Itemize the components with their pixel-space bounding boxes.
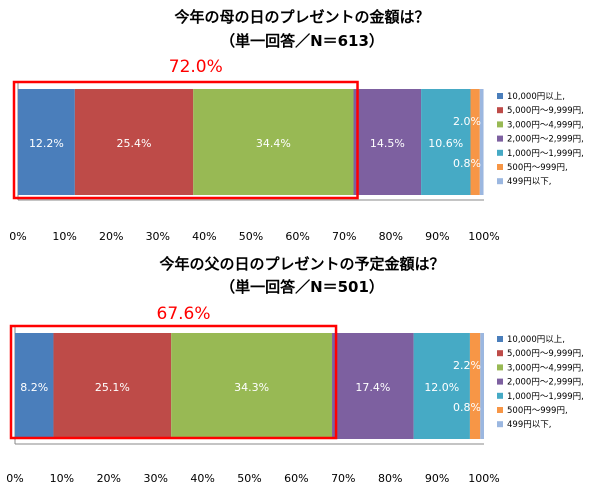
data-label: 0.8% (453, 157, 481, 170)
x-tick-label: 20% (99, 230, 123, 243)
legend-label: 1,000円～1,999円, (507, 392, 584, 402)
chart-title: 今年の母の日のプレゼントの金額は？ (173, 8, 429, 26)
legend-swatch (497, 93, 503, 99)
legend-swatch (497, 392, 503, 399)
x-tick-label: 40% (192, 230, 216, 243)
data-label: 34.3% (234, 381, 269, 394)
legend-label: 5,000円～9,999円, (507, 349, 584, 359)
highlight-box (12, 80, 359, 200)
chart-subtitle: （単一回答／N＝501） (220, 278, 384, 296)
bar-segment (480, 333, 484, 439)
bar-segment (413, 333, 470, 439)
data-label: 12.2% (29, 137, 64, 150)
legend-label: 5,000円～9,999円, (507, 106, 584, 116)
x-tick-label: 100% (468, 472, 499, 485)
x-tick-label: 0% (9, 230, 26, 243)
x-tick-label: 30% (143, 472, 167, 485)
x-tick-label: 40% (190, 472, 214, 485)
data-label: 25.4% (117, 137, 152, 150)
bar-segment (353, 89, 422, 195)
x-tick-label: 50% (239, 230, 263, 243)
bar-segment (74, 89, 194, 195)
legend-swatch (497, 149, 503, 156)
highlight-label: 67.6% (157, 304, 211, 324)
legend-label: 1,000円～1,999円, (507, 149, 584, 159)
data-label: 10.6% (428, 137, 463, 150)
legend-swatch (497, 378, 503, 385)
highlight-label: 72.0% (169, 57, 223, 77)
data-label: 2.0% (453, 115, 481, 128)
x-tick-label: 80% (378, 472, 402, 485)
legend-swatch (497, 164, 503, 170)
legend-swatch (497, 421, 503, 428)
data-label: 12.0% (424, 381, 459, 394)
legend-swatch (497, 336, 503, 342)
x-tick-label: 70% (331, 472, 355, 485)
legend-label: 499円以下, (507, 420, 551, 430)
data-label: 0.8% (453, 401, 481, 414)
legend-label: 500円～999円, (507, 163, 568, 173)
x-tick-label: 90% (425, 230, 449, 243)
x-tick-label: 50% (237, 472, 261, 485)
x-tick-label: 20% (97, 472, 121, 485)
legend-label: 3,000円～4,999円, (507, 363, 584, 373)
data-label: 17.4% (355, 381, 390, 394)
data-label: 14.5% (370, 137, 405, 150)
x-tick-label: 90% (425, 472, 449, 485)
chart-1: 今年の母の日のプレゼントの金額は？ （単一回答／N＝613） 0% 10% 20% 30%… (9, 8, 584, 243)
bar-segment (470, 89, 480, 195)
legend-label: 2,000円～2,999円, (507, 135, 584, 145)
x-tick-label: 30% (146, 230, 170, 243)
data-label: 2.2% (453, 359, 481, 372)
bar-segment (18, 89, 75, 195)
legend-label: 499円以下, (507, 177, 551, 187)
bar-segment (53, 333, 172, 439)
bar-segment (479, 89, 484, 195)
legend-swatch (497, 107, 503, 114)
x-tick-label: 60% (284, 472, 308, 485)
bar-segment (421, 89, 471, 195)
x-tick-label: 100% (468, 230, 499, 243)
chart-2: 今年の父の日のプレゼントの予定金額は？ （単一回答／N＝501） 0% 10% 20% 3… (6, 255, 584, 485)
legend-swatch (497, 364, 503, 371)
legend-label: 10,000円以上, (507, 335, 565, 345)
bar-segment (15, 333, 54, 439)
legend-label: 2,000円～2,999円, (507, 378, 584, 388)
bar-segment (171, 333, 333, 439)
x-tick-label: 10% (50, 472, 74, 485)
x-tick-label: 80% (379, 230, 403, 243)
x-tick-label: 60% (285, 230, 309, 243)
x-tick-label: 70% (332, 230, 356, 243)
legend-swatch (497, 121, 503, 128)
legend-label: 10,000円以上, (507, 92, 565, 102)
x-tick-label: 10% (52, 230, 76, 243)
data-label: 34.4% (256, 137, 291, 150)
legend-label: 500円～999円, (507, 406, 568, 416)
legend-swatch (497, 350, 503, 357)
bar-segment (469, 333, 481, 439)
legend-swatch (497, 135, 503, 142)
legend-swatch (497, 407, 503, 413)
bar-segment (332, 333, 414, 439)
data-label: 25.1% (95, 381, 130, 394)
legend-label: 3,000円～4,999円, (507, 120, 584, 130)
chart-subtitle: （単一回答／N＝613） (220, 32, 384, 50)
chart-title: 今年の父の日のプレゼントの予定金額は？ (158, 255, 444, 273)
x-tick-label: 0% (6, 472, 23, 485)
bar-segment (193, 89, 354, 195)
data-label: 8.2% (20, 381, 48, 394)
legend-swatch (497, 178, 503, 185)
highlight-box (9, 324, 338, 440)
